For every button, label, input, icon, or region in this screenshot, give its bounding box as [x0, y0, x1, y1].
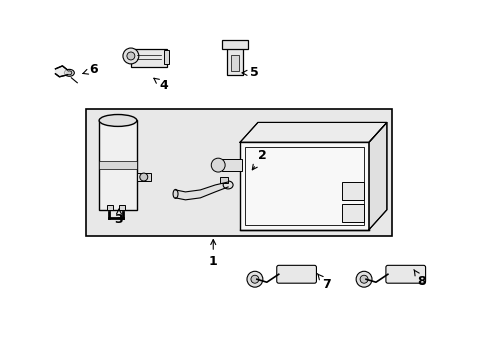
Bar [226, 47, 243, 75]
Text: 6: 6 [83, 63, 97, 76]
Bar [222, 40, 247, 49]
Ellipse shape [64, 69, 74, 76]
Bar [99, 121, 137, 210]
Text: 8: 8 [413, 270, 425, 288]
Bar [86, 109, 391, 235]
Ellipse shape [99, 114, 137, 126]
Bar [220, 177, 228, 183]
Text: 1: 1 [208, 240, 217, 268]
Bar [244, 147, 364, 225]
Bar [163, 50, 168, 64]
Bar [119, 205, 124, 210]
Text: 2: 2 [252, 149, 266, 170]
Text: 3: 3 [114, 209, 123, 226]
Text: 4: 4 [154, 78, 168, 92]
Ellipse shape [173, 189, 178, 198]
Circle shape [359, 275, 367, 283]
Bar [240, 142, 368, 230]
FancyBboxPatch shape [276, 265, 316, 283]
Bar [342, 204, 364, 222]
Polygon shape [55, 66, 67, 77]
Bar [231, 55, 239, 71]
Circle shape [355, 271, 371, 287]
Circle shape [250, 275, 258, 283]
Ellipse shape [223, 181, 233, 189]
Circle shape [140, 173, 147, 181]
Polygon shape [240, 122, 386, 142]
Text: 5: 5 [242, 66, 258, 79]
Circle shape [211, 158, 224, 172]
Bar [107, 205, 113, 210]
Text: 7: 7 [317, 274, 330, 291]
Circle shape [246, 271, 263, 287]
Bar [222, 159, 242, 171]
Ellipse shape [67, 71, 72, 75]
Bar [137, 173, 150, 181]
FancyBboxPatch shape [385, 265, 425, 283]
Bar [131, 49, 166, 67]
Circle shape [127, 52, 135, 60]
Bar [99, 161, 137, 169]
Polygon shape [368, 122, 386, 230]
Circle shape [122, 48, 139, 64]
Bar [342, 182, 364, 200]
